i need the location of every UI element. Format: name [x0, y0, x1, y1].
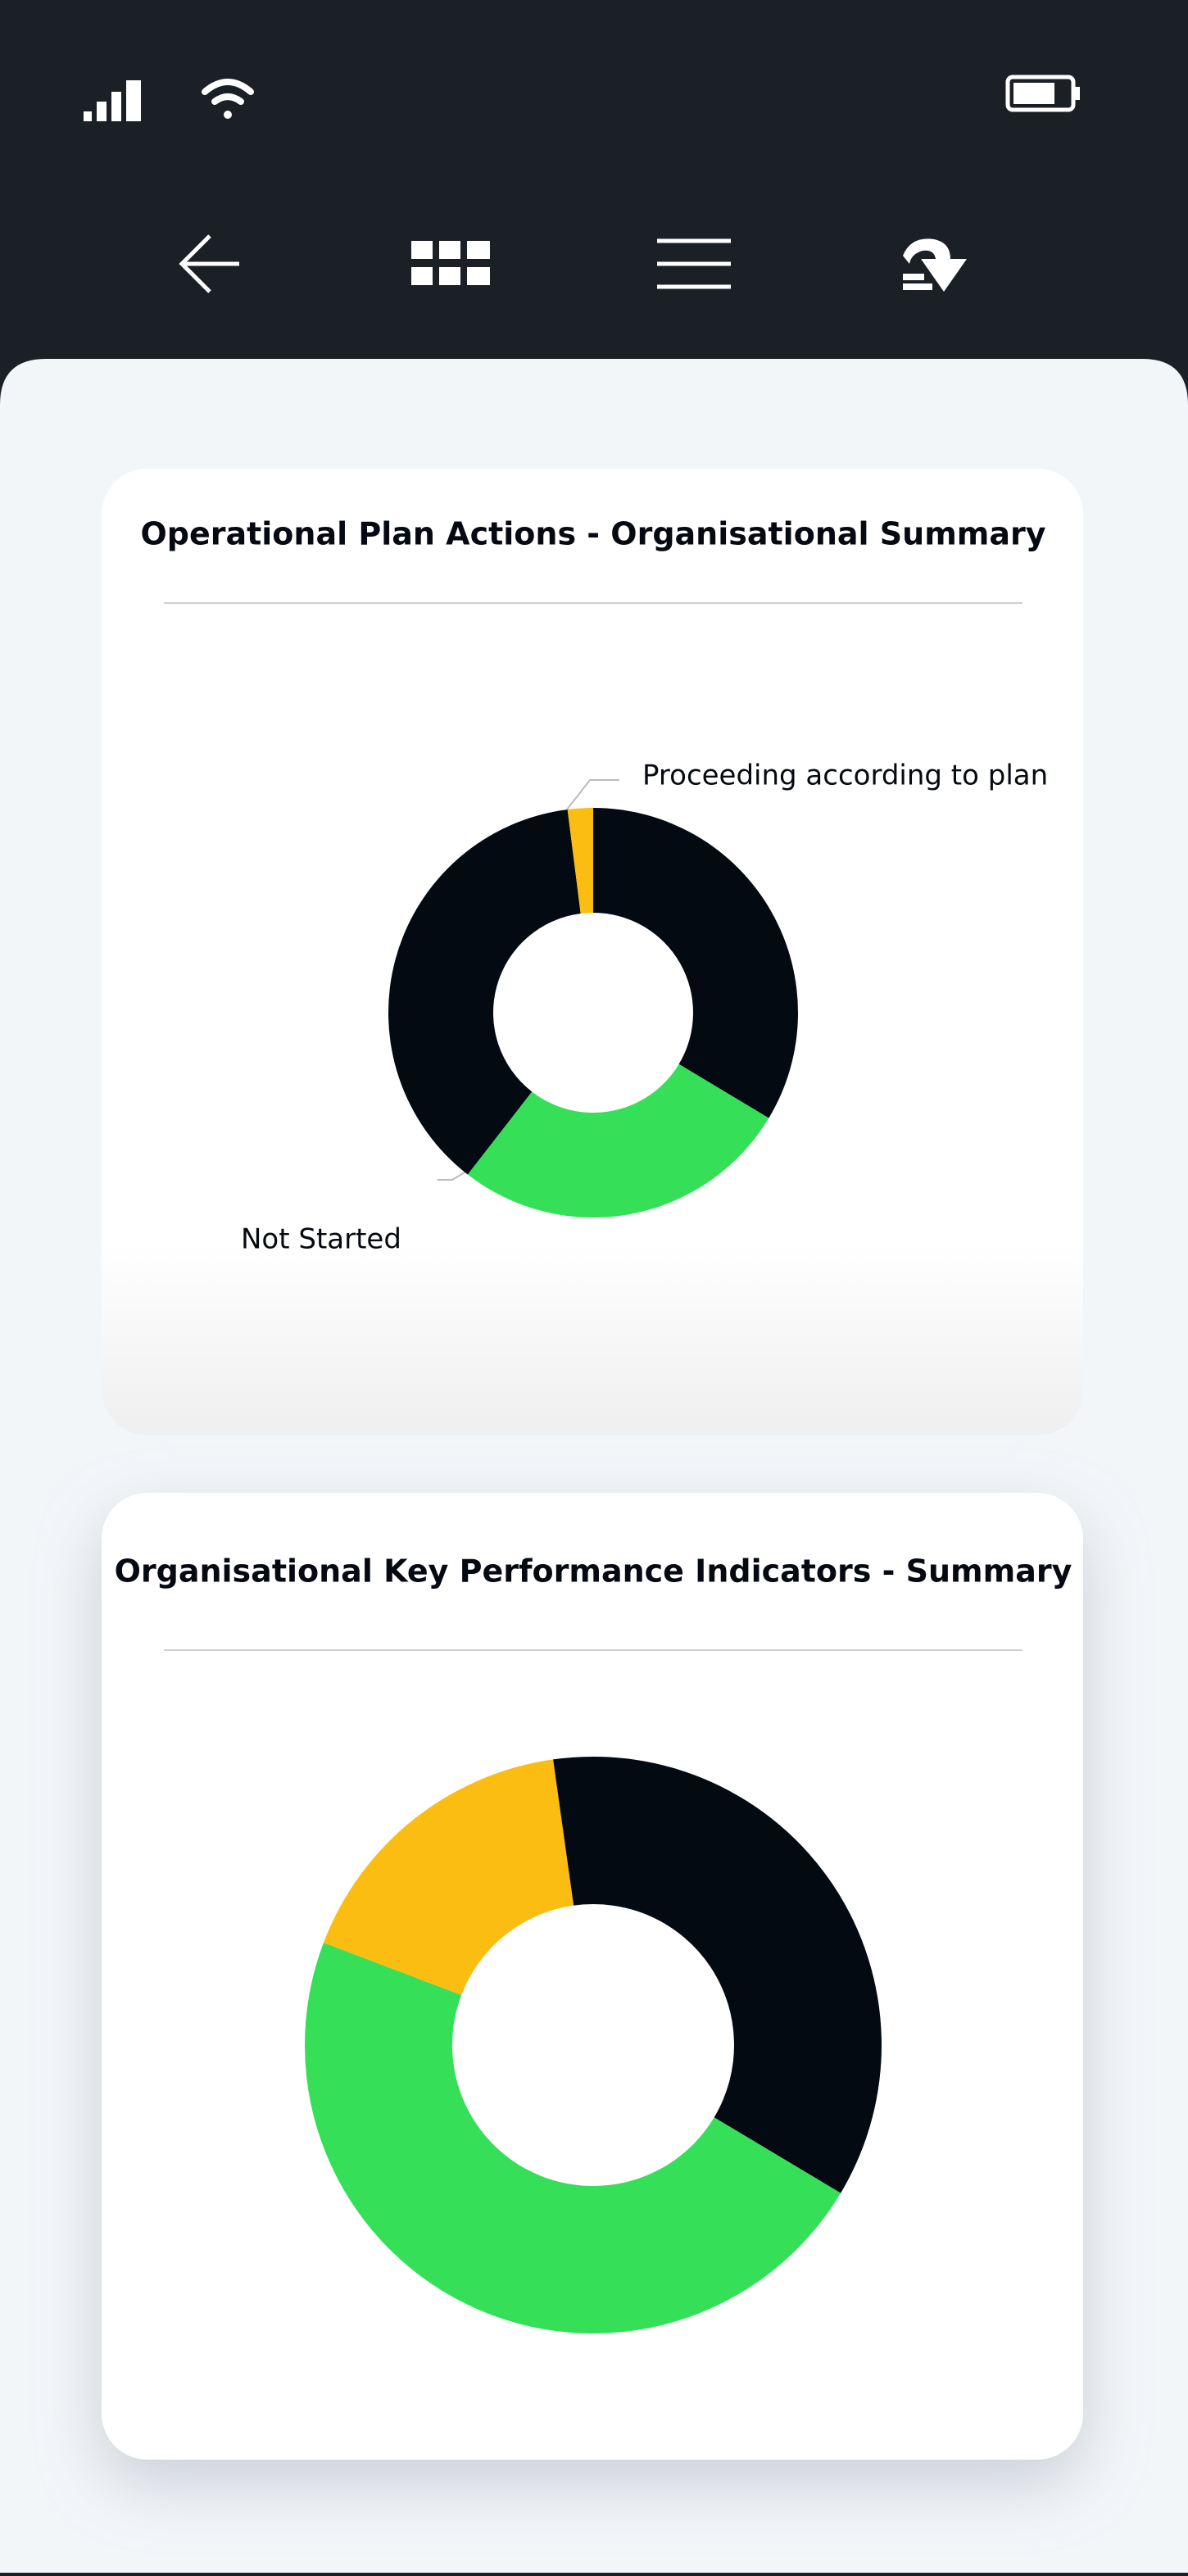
- refresh-button[interactable]: [903, 238, 967, 292]
- card-title: Operational Plan Actions - Organisationa…: [140, 516, 1045, 552]
- donut-slice: [553, 1756, 882, 2193]
- donut-slice: [593, 808, 798, 1118]
- header-bar: [0, 0, 1188, 361]
- back-button[interactable]: [179, 234, 239, 293]
- donut-slice: [388, 809, 581, 1175]
- grid-button[interactable]: [411, 241, 490, 285]
- slice-label: Not Started: [241, 1223, 401, 1256]
- card: [102, 1493, 1083, 2460]
- signal-icon: [84, 80, 141, 121]
- slice-label: Proceeding according to plan: [642, 760, 1048, 792]
- label-connector: [566, 779, 619, 810]
- card: [102, 469, 1083, 1435]
- wifi-icon: [202, 79, 254, 119]
- donut-slice: [567, 808, 593, 914]
- card-title: Organisational Key Performance Indicator…: [115, 1553, 1072, 1590]
- donut-slice: [305, 1943, 841, 2334]
- label-connector: [438, 1169, 469, 1181]
- donut-slice: [467, 1064, 769, 1218]
- donut-slice: [323, 1759, 574, 1995]
- menu-button[interactable]: [657, 238, 731, 289]
- battery-icon: [1005, 75, 1080, 112]
